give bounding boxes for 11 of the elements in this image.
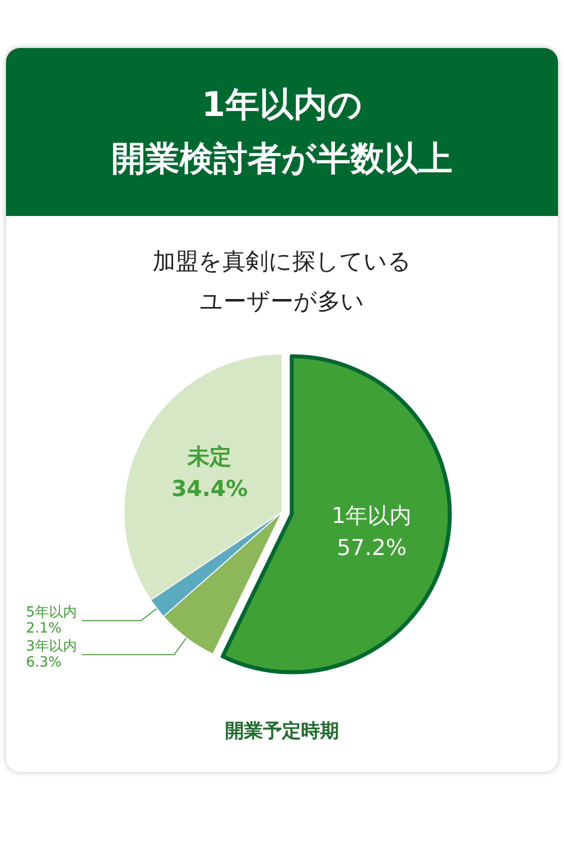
data-label: 2.1%: [26, 620, 62, 637]
chart-title: 1年以内の開業検討者が半数以上: [110, 84, 454, 181]
slice-label: 5年以内: [26, 604, 77, 621]
slice-label: 3年以内: [26, 638, 77, 655]
data-label: 6.3%: [26, 654, 62, 671]
slice-label: 1年以内: [332, 504, 412, 530]
data-label: 57.2%: [336, 536, 407, 562]
slice-label: 未定: [186, 444, 232, 470]
text: 開業予定時期: [225, 720, 339, 742]
data-label: 34.4%: [171, 476, 248, 502]
chart-subtitle: 加盟を真剣に探しているユーザーが多い: [152, 248, 412, 317]
